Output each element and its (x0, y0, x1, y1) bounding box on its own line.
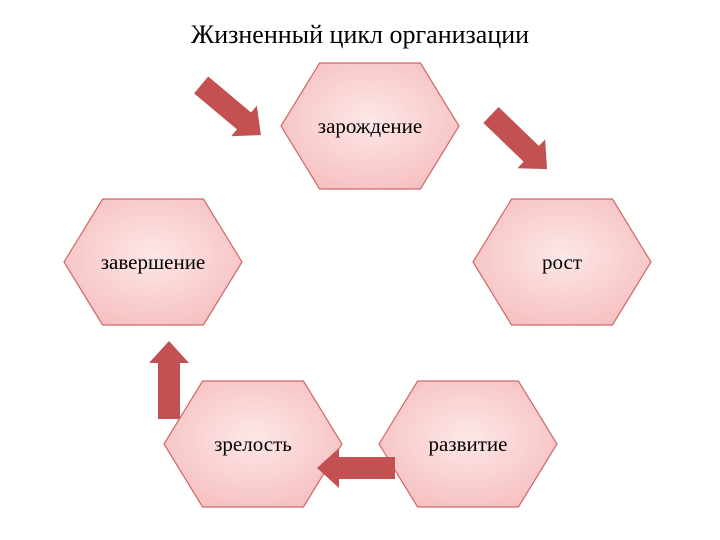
cycle-arrow-icon (477, 101, 561, 184)
hex-node: развитие (378, 380, 558, 508)
cycle-arrow-icon (188, 70, 273, 151)
diagram-stage: Жизненный цикл организации зарождение ро… (0, 0, 720, 540)
hex-node: рост (472, 198, 652, 326)
cycle-arrow-icon (149, 341, 189, 419)
hex-node: зарождение (280, 62, 460, 190)
diagram-title: Жизненный цикл организации (0, 20, 720, 50)
cycle-arrow-icon (317, 448, 395, 488)
hex-node: зрелость (163, 380, 343, 508)
hex-node: завершение (63, 198, 243, 326)
